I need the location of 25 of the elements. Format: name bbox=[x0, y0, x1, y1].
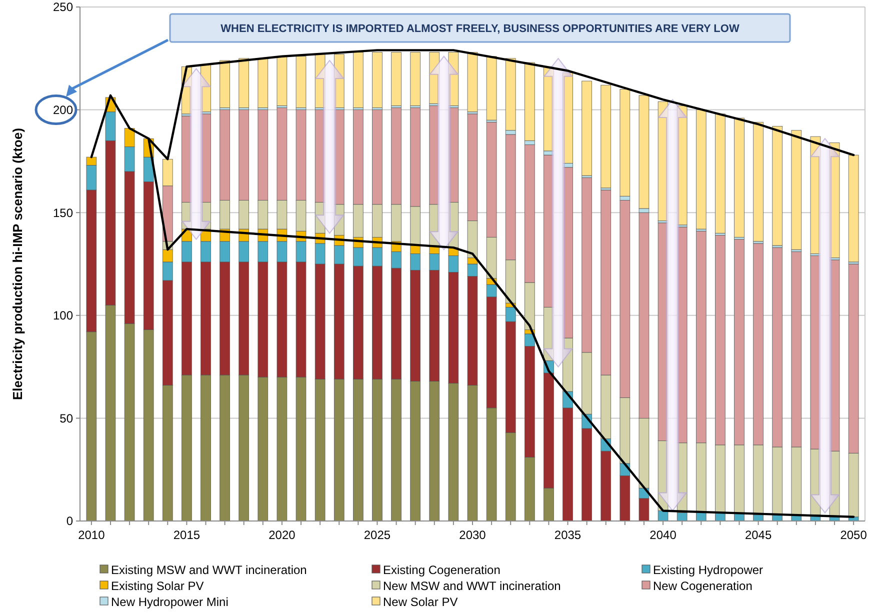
y-tick-label: 150 bbox=[52, 206, 74, 220]
x-tick-label: 2010 bbox=[78, 528, 106, 542]
annotation: WHEN ELECTRICITY IS IMPORTED ALMOST FREELY, BUSINESS OPPORTUNITIES ARE VERY LOW bbox=[220, 22, 740, 35]
x-tick-label: 2035 bbox=[554, 528, 582, 542]
y-tick-label: 50 bbox=[60, 411, 74, 426]
legend-label: New MSW and WWT incineration bbox=[383, 579, 561, 594]
y-tick-label: 100 bbox=[52, 308, 74, 323]
x-tick-label: 2040 bbox=[650, 528, 677, 542]
legend-label: New Cogeneration bbox=[653, 579, 752, 594]
x-tick-label: 2025 bbox=[364, 528, 391, 542]
legend-label: New Solar PV bbox=[383, 595, 458, 610]
x-tick-label: 2045 bbox=[744, 528, 772, 542]
x-tick-label: 2050 bbox=[840, 528, 868, 542]
y-tick-label: 250 bbox=[52, 0, 74, 14]
x-tick-label: 2030 bbox=[459, 528, 486, 542]
y-tick-label: 0 bbox=[66, 514, 74, 528]
x-tick-label: 2015 bbox=[173, 528, 200, 542]
legend-label: Existing MSW and WWT incineration bbox=[111, 563, 307, 578]
y-tick-label: 200 bbox=[52, 103, 74, 117]
legend-label: Existing Solar PV bbox=[111, 579, 204, 594]
legend-label: New Hydropower Mini bbox=[111, 595, 228, 610]
y-axis-title: Electricity production hi-IMP scenario (ktoe) bbox=[10, 128, 25, 400]
legend-label: Existing Hydropower bbox=[653, 563, 764, 578]
x-tick-label: 2020 bbox=[268, 528, 296, 542]
legend-label: Existing Cogeneration bbox=[383, 563, 500, 578]
